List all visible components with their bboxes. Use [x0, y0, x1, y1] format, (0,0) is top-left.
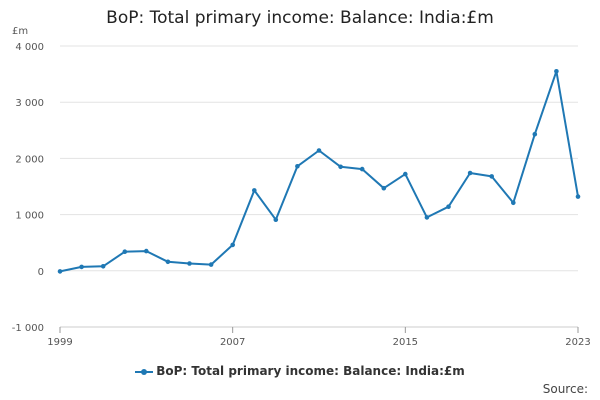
data-point [252, 188, 257, 193]
data-point [446, 204, 451, 209]
source-label: Source: [542, 382, 588, 396]
data-point [122, 249, 128, 254]
data-point [381, 185, 387, 191]
data-point [424, 215, 430, 220]
data-point [79, 264, 84, 270]
data-point [187, 261, 192, 266]
data-point [230, 242, 235, 248]
data-point [532, 131, 538, 137]
axes: -1 000 0 1 000 2 000 3 000 4 000 1999 2007 2015 2… [12, 42, 591, 348]
data-point [489, 174, 495, 179]
x-tick-label: 1999 [47, 337, 72, 348]
y-tick-label: 0 [38, 267, 44, 278]
legend: BoP: Total primary income: Balance: Indi… [0, 364, 600, 378]
data-point [467, 170, 473, 176]
x-tick-label: 2015 [393, 337, 418, 348]
data-point [273, 217, 279, 222]
y-tick-label: 3 000 [15, 98, 44, 109]
y-tick-label: -1 000 [12, 323, 44, 334]
data-point [316, 148, 322, 153]
data-point [359, 166, 365, 172]
data-point [511, 200, 516, 206]
data-point [295, 164, 300, 169]
x-tick-label: 2023 [565, 337, 590, 348]
y-axis-unit-label: £m [12, 26, 28, 37]
data-point [403, 171, 408, 177]
data-point [100, 264, 106, 269]
x-tick-label: 2007 [220, 337, 245, 348]
y-tick-label: 1 000 [15, 211, 44, 222]
y-tick-label: 4 000 [15, 42, 44, 53]
legend-swatch [135, 367, 154, 377]
data-point [338, 164, 343, 170]
y-tick-label: 2 000 [15, 154, 44, 165]
data-point [144, 248, 149, 254]
data-point [165, 259, 171, 265]
series-layer [57, 69, 581, 274]
data-point [57, 269, 63, 274]
data-point [554, 69, 559, 74]
series-line [59, 70, 579, 273]
data-point [575, 194, 581, 199]
chart-title: BoP: Total primary income: Balance: Indi… [106, 8, 494, 28]
legend-label: BoP: Total primary income: Balance: Indi… [156, 364, 465, 378]
data-point [208, 262, 214, 267]
